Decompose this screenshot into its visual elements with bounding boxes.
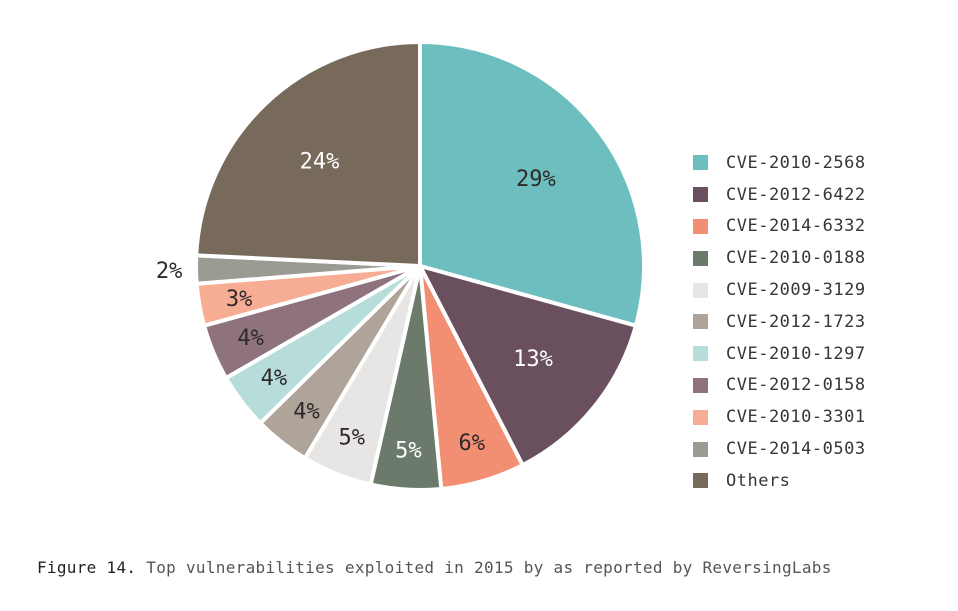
- legend-swatch: [693, 155, 708, 171]
- legend-swatch: [693, 473, 708, 489]
- slice-data-label: 2%: [156, 259, 183, 284]
- legend-label: CVE-2012-0158: [726, 375, 866, 396]
- slice-data-label: 5%: [338, 426, 365, 451]
- legend-label: CVE-2014-0503: [726, 439, 866, 460]
- legend-swatch: [693, 187, 708, 203]
- legend-item: CVE-2010-2568: [693, 147, 866, 179]
- legend-item: CVE-2012-1723: [693, 306, 866, 338]
- legend-item: CVE-2009-3129: [693, 274, 866, 306]
- legend-item: CVE-2012-0158: [693, 370, 866, 402]
- legend-item: CVE-2014-6332: [693, 211, 866, 243]
- legend-item: CVE-2010-1297: [693, 338, 866, 370]
- legend-label: CVE-2014-6332: [726, 216, 866, 237]
- legend-swatch: [693, 250, 708, 266]
- slice-data-label: 3%: [226, 287, 253, 312]
- legend-item: CVE-2010-3301: [693, 401, 866, 433]
- legend: CVE-2010-2568 CVE-2012-6422 CVE-2014-6332 C…: [693, 147, 866, 497]
- slice-data-label: 4%: [261, 366, 288, 391]
- pie-chart: 29%13%6%5%5%4%4%4%3%2%24%: [155, 39, 646, 490]
- legend-label: CVE-2009-3129: [726, 280, 866, 301]
- pie-slice-cve-2010-2568: [418, 39, 646, 329]
- legend-label: CVE-2012-1723: [726, 311, 866, 332]
- legend-swatch: [693, 377, 708, 393]
- legend-swatch: [693, 314, 708, 330]
- legend-swatch: [693, 441, 708, 457]
- slice-data-label: 29%: [516, 167, 556, 192]
- legend-label: CVE-2010-1297: [726, 343, 866, 364]
- legend-item: CVE-2010-0188: [693, 242, 866, 274]
- legend-label: Others: [726, 470, 791, 491]
- legend-swatch: [693, 218, 708, 234]
- legend-label: CVE-2012-6422: [726, 184, 866, 205]
- legend-item: CVE-2014-0503: [693, 433, 866, 465]
- legend-label: CVE-2010-3301: [726, 407, 866, 428]
- slice-data-label: 24%: [300, 150, 340, 175]
- pie-slice-cve-2012-6422: [416, 262, 639, 468]
- legend-swatch: [693, 282, 708, 298]
- legend-item: Others: [693, 465, 866, 497]
- legend-swatch: [693, 346, 708, 362]
- slice-data-label: 5%: [395, 438, 422, 463]
- legend-item: CVE-2012-6422: [693, 179, 866, 211]
- slice-data-label: 4%: [237, 326, 264, 351]
- slice-data-label: 6%: [458, 431, 485, 456]
- legend-swatch: [693, 409, 708, 425]
- legend-label: CVE-2010-2568: [726, 152, 866, 173]
- pie-slice-others: [194, 39, 422, 269]
- slice-data-label: 13%: [513, 347, 553, 372]
- caption-prefix: Figure 14.: [37, 558, 137, 577]
- caption-text: Top vulnerabilities exploited in 2015 by…: [136, 558, 832, 577]
- figure-caption: Figure 14. Top vulnerabilities exploited…: [37, 558, 832, 577]
- legend-label: CVE-2010-0188: [726, 248, 866, 269]
- slice-data-label: 4%: [293, 399, 320, 424]
